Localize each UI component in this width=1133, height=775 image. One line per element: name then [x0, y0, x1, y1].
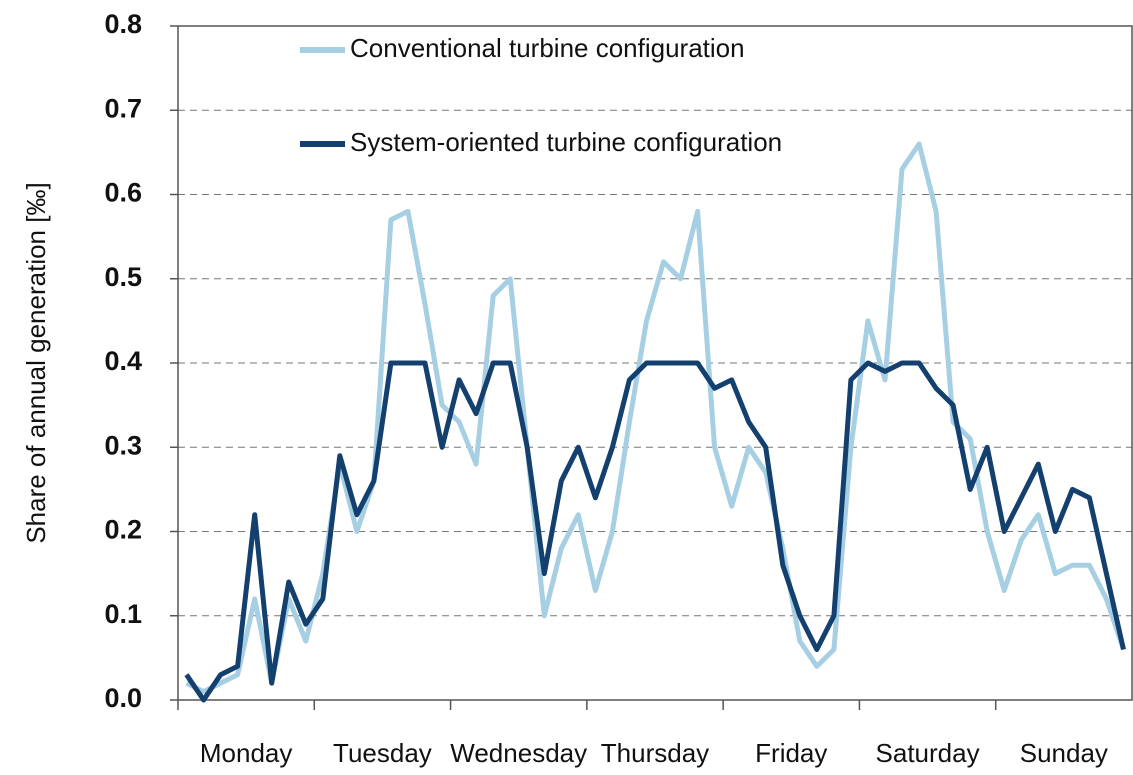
- plot-frame: [177, 25, 1133, 701]
- x-tick-label: Saturday: [876, 738, 980, 768]
- x-tick-label: Thursday: [601, 738, 709, 768]
- x-tick-label: Wednesday: [450, 738, 587, 768]
- y-tick-label: 0.8: [104, 9, 142, 39]
- y-tick-label: 0.7: [104, 93, 142, 123]
- series-line: [184, 360, 1126, 703]
- y-axis-label: Share of annual generation [‰]: [21, 182, 51, 543]
- y-tick-label: 0.1: [104, 599, 142, 629]
- y-tick-label: 0.3: [104, 430, 142, 460]
- x-tick-label: Friday: [755, 738, 827, 768]
- y-tick-label: 0.5: [104, 262, 142, 292]
- y-tick-label: 0.0: [104, 683, 142, 713]
- series-line: [185, 141, 1126, 695]
- y-tick-label: 0.2: [104, 515, 142, 545]
- legend-label: System-oriented turbine configuration: [350, 127, 782, 157]
- x-tick-label: Sunday: [1020, 738, 1108, 768]
- y-tick-label: 0.4: [104, 346, 142, 376]
- y-tick-label: 0.6: [104, 178, 142, 208]
- x-tick-label: Tuesday: [333, 738, 432, 768]
- legend-label: Conventional turbine configuration: [350, 33, 745, 63]
- x-tick-label: Monday: [200, 738, 293, 768]
